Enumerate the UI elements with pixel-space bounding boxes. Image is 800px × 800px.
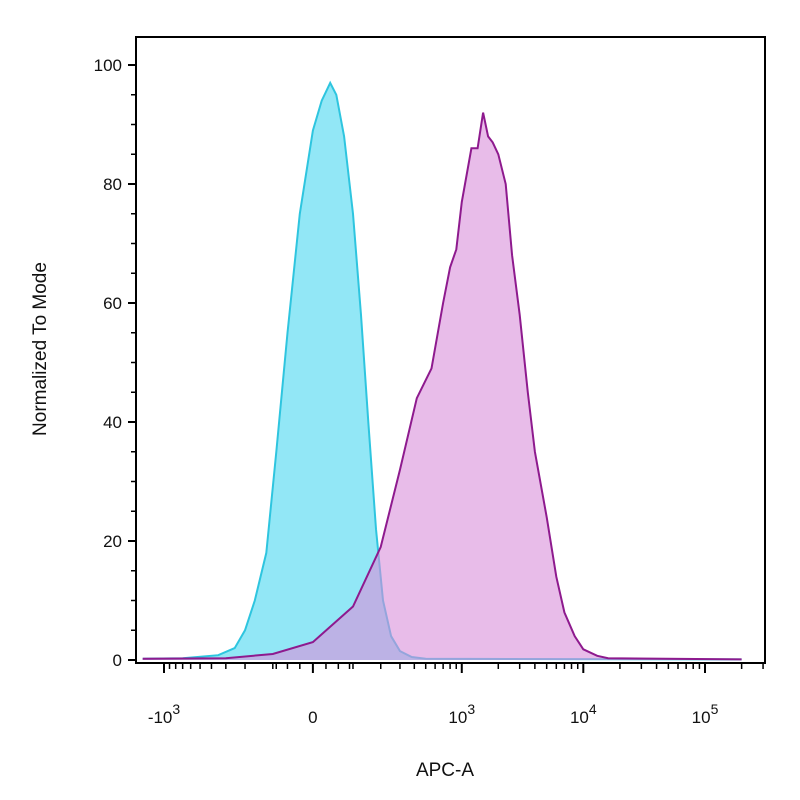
series-2-area [142, 112, 742, 661]
y-tick-label: 40 [103, 413, 122, 432]
y-tick-label: 20 [103, 532, 122, 551]
y-tick-label: 80 [103, 175, 122, 194]
x-axis-title: APC-A [416, 760, 474, 781]
series-2-line [142, 112, 742, 661]
x-tick-label: 103 [448, 701, 475, 727]
y-axis-title: Normalized To Mode [30, 262, 51, 436]
y-tick-label: 60 [103, 294, 122, 313]
series-1-area [142, 82, 742, 660]
y-tick-label: 0 [113, 651, 122, 670]
y-tick-label: 100 [94, 56, 122, 75]
x-tick-label: 0 [308, 708, 317, 727]
x-tick-label: 104 [570, 701, 597, 727]
x-tick-label: 105 [692, 701, 719, 727]
x-tick-label: -103 [148, 701, 181, 727]
series-layer [142, 80, 742, 661]
axis-layer: 0 20 40 60 80 100 -103 0 103 104 105 [94, 56, 764, 727]
